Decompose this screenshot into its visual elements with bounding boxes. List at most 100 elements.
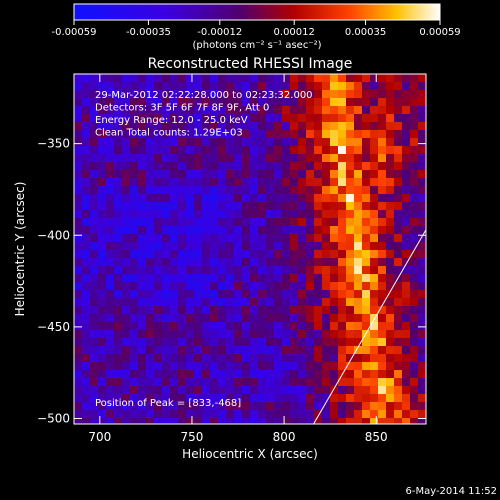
heatmap-cell xyxy=(234,170,242,178)
heatmap-cell xyxy=(386,274,394,282)
heatmap-cell xyxy=(346,418,354,424)
heatmap-cell xyxy=(418,154,426,162)
heatmap-cell xyxy=(314,282,322,290)
heatmap-cell xyxy=(130,98,138,106)
heatmap-cell xyxy=(90,98,98,106)
heatmap-cell xyxy=(154,138,162,146)
heatmap-cell xyxy=(74,346,82,354)
heatmap-cell xyxy=(346,90,354,98)
heatmap-cell xyxy=(146,98,154,106)
heatmap-cell xyxy=(402,362,410,370)
heatmap-cell xyxy=(346,106,354,114)
heatmap-cell xyxy=(130,402,138,410)
heatmap-cell xyxy=(354,274,362,282)
heatmap-cell xyxy=(354,378,362,386)
heatmap-cell xyxy=(234,90,242,98)
heatmap-cell xyxy=(82,370,90,378)
heatmap-cell xyxy=(122,122,130,130)
heatmap-cell xyxy=(146,178,154,186)
heatmap-cell xyxy=(402,410,410,418)
heatmap-cell xyxy=(330,394,338,402)
heatmap-cell xyxy=(290,138,298,146)
heatmap-cell xyxy=(354,114,362,122)
heatmap-cell xyxy=(194,98,202,106)
heatmap-cell xyxy=(330,266,338,274)
heatmap-cell xyxy=(274,362,282,370)
heatmap-cell xyxy=(338,122,346,130)
heatmap-cell xyxy=(122,282,130,290)
heatmap-cell xyxy=(138,202,146,210)
heatmap-cell xyxy=(218,162,226,170)
heatmap-cell xyxy=(218,218,226,226)
heatmap-cell xyxy=(162,194,170,202)
heatmap-cell xyxy=(298,362,306,370)
heatmap-cell xyxy=(138,250,146,258)
heatmap-cell xyxy=(378,402,386,410)
heatmap-cell xyxy=(314,330,322,338)
heatmap-cell xyxy=(354,130,362,138)
heatmap-cell xyxy=(298,210,306,218)
heatmap-cell xyxy=(186,266,194,274)
heatmap-cell xyxy=(370,170,378,178)
heatmap-cell xyxy=(178,242,186,250)
heatmap-cell xyxy=(138,138,146,146)
heatmap-cell xyxy=(202,162,210,170)
heatmap-cell xyxy=(258,298,266,306)
heatmap-cell xyxy=(130,338,138,346)
heatmap-cell xyxy=(298,170,306,178)
heatmap-cell xyxy=(138,226,146,234)
heatmap-cell xyxy=(282,194,290,202)
heatmap-cell xyxy=(322,138,330,146)
heatmap-cell xyxy=(242,402,250,410)
heatmap-cell xyxy=(178,178,186,186)
heatmap-cell xyxy=(402,234,410,242)
heatmap-cell xyxy=(290,194,298,202)
heatmap-cell xyxy=(250,218,258,226)
heatmap-cell xyxy=(258,242,266,250)
heatmap-cell xyxy=(242,346,250,354)
heatmap-cell xyxy=(322,338,330,346)
heatmap-cell xyxy=(146,306,154,314)
heatmap-cell xyxy=(202,242,210,250)
heatmap-cell xyxy=(146,202,154,210)
heatmap-cell xyxy=(218,330,226,338)
heatmap-cell xyxy=(250,162,258,170)
heatmap-cell xyxy=(394,186,402,194)
heatmap-cell xyxy=(290,74,298,82)
heatmap-cell xyxy=(162,362,170,370)
heatmap-cell xyxy=(330,210,338,218)
heatmap-cell xyxy=(290,394,298,402)
heatmap-cell xyxy=(394,298,402,306)
heatmap-cell xyxy=(330,82,338,90)
heatmap-cell xyxy=(362,362,370,370)
heatmap-cell xyxy=(274,242,282,250)
heatmap-cell xyxy=(162,250,170,258)
heatmap-cell xyxy=(154,394,162,402)
heatmap-cell xyxy=(170,410,178,418)
heatmap-cell xyxy=(306,130,314,138)
heatmap-cell xyxy=(354,162,362,170)
heatmap-cell xyxy=(202,266,210,274)
heatmap-cell xyxy=(298,386,306,394)
heatmap-cell xyxy=(338,354,346,362)
heatmap-cell xyxy=(274,346,282,354)
heatmap-cell xyxy=(162,370,170,378)
heatmap-cell xyxy=(162,82,170,90)
heatmap-cell xyxy=(370,98,378,106)
heatmap-cell xyxy=(74,370,82,378)
heatmap-cell xyxy=(290,386,298,394)
heatmap-cell xyxy=(274,378,282,386)
heatmap-cell xyxy=(146,354,154,362)
heatmap-cell xyxy=(186,370,194,378)
heatmap-cell xyxy=(114,130,122,138)
heatmap-cell xyxy=(218,106,226,114)
heatmap-cell xyxy=(282,154,290,162)
heatmap-cell xyxy=(82,362,90,370)
heatmap-cell xyxy=(258,362,266,370)
heatmap-cell xyxy=(122,298,130,306)
heatmap-cell xyxy=(226,234,234,242)
heatmap-cell xyxy=(178,250,186,258)
heatmap-cell xyxy=(98,370,106,378)
heatmap-cell xyxy=(234,290,242,298)
heatmap-cell xyxy=(178,90,186,98)
